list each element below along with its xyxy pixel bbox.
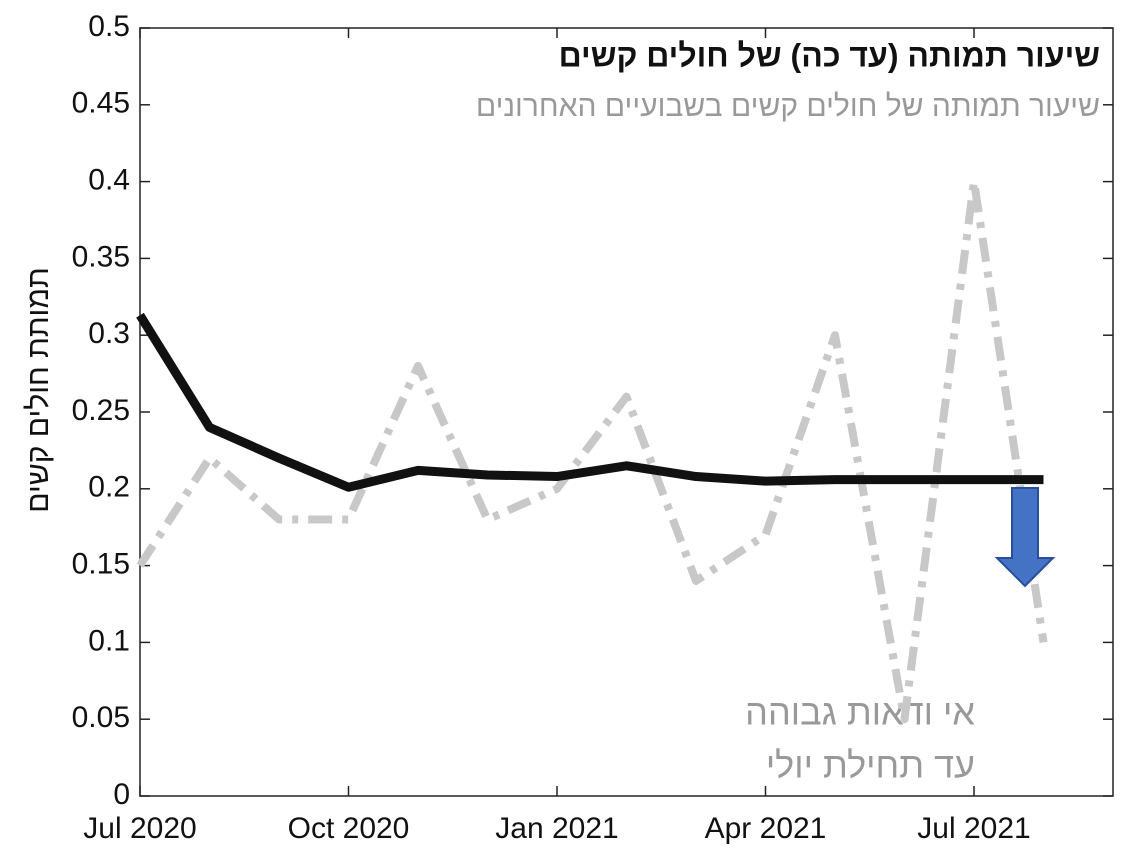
data-line <box>136 312 1044 492</box>
data-line <box>136 177 1048 724</box>
y-tick-label: 0.3 <box>88 317 130 350</box>
x-tick-label: Jul 2020 <box>83 812 196 845</box>
y-axis-label: תמותת חולים קשים <box>22 267 55 512</box>
x-tick-label: Jul 2021 <box>917 812 1030 845</box>
y-tick-label: 0.4 <box>88 164 130 197</box>
y-tick-label: 0.35 <box>72 240 130 273</box>
y-tick-label: 0.15 <box>72 548 130 581</box>
x-tick-label: Oct 2020 <box>288 812 410 845</box>
arrow <box>994 487 1056 588</box>
annotation: עד תחילת יולי <box>766 745 975 786</box>
y-tick-label: 0.25 <box>72 394 130 427</box>
y-tick-label: 0 <box>113 778 130 811</box>
plot-frame <box>139 27 1114 797</box>
chart-title: שיעור תמותה (עד כה) של חולים קשים <box>559 37 1100 73</box>
y-tick-label: 0.45 <box>72 87 130 120</box>
y-tick-label: 0.2 <box>88 471 130 504</box>
x-tick-label: Jan 2021 <box>495 812 618 845</box>
y-tick-label: 0.5 <box>88 10 130 43</box>
y-tick-label: 0.05 <box>72 701 130 734</box>
y-tick-label: 0.1 <box>88 624 130 657</box>
x-tick-label: Apr 2021 <box>705 812 827 845</box>
annotation: אי ודאות גבוהה <box>745 692 975 733</box>
chart-subtitle: שיעור תמותה של חולים קשים בשבועיים האחרו… <box>476 90 1100 123</box>
